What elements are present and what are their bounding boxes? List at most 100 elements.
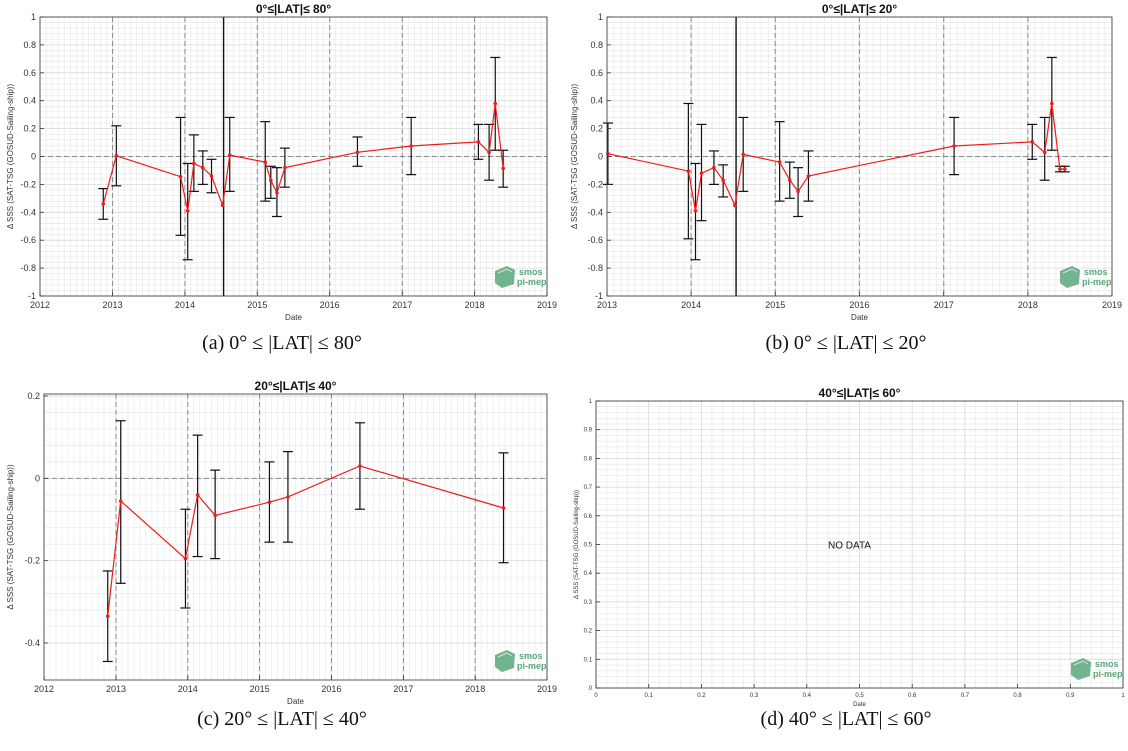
logo-icon-highlight	[1062, 268, 1078, 274]
x-tick-label: 2013	[106, 684, 126, 694]
chart-b: 2013 2014 2015 2016 2017 2018 2019 -1 -0.8 -0.6 -0…	[570, 2, 1122, 322]
x-tick-label: 2015	[765, 300, 785, 310]
minor-grid	[43, 394, 548, 680]
y-tick-label: 0.6	[23, 68, 36, 78]
y-tick-label: 0	[598, 152, 603, 162]
data-point	[209, 174, 214, 178]
x-tick-label: 2016	[320, 300, 340, 310]
y-tick-label: 0.2	[23, 124, 36, 134]
x-tick-label: 2019	[537, 300, 557, 310]
x-tick-label: 2018	[465, 300, 485, 310]
y-tick-label: 0	[31, 152, 36, 162]
y-tick-label: 0.4	[584, 571, 593, 577]
y-tick-label: 0	[35, 473, 40, 483]
data-point	[952, 144, 956, 148]
x-tick-label: 2015	[247, 300, 267, 310]
chart-d: 0 0.1 0.2 0.3 0.4 0.5 0.6 0.7 0.8 0.9 1 0 0.1 0.2 0.3 0…	[574, 386, 1126, 708]
data-point	[105, 614, 110, 619]
y-axis-label: Δ SSS (SAT-TSG (GOSUD-Sailing-ship))	[570, 84, 579, 230]
data-point	[275, 190, 279, 195]
chart-title: 40°≤|LAT|≤ 60°	[819, 386, 901, 400]
x-tick-label: 2019	[1102, 300, 1122, 310]
chart-panel-d: 0 0.1 0.2 0.3 0.4 0.5 0.6 0.7 0.8 0.9 1 0 0.1 0.2 0.3 0…	[564, 376, 1128, 751]
y-axis-label: Δ SSS (SAT-TSG (GOSUD-Sailing-ship))	[6, 464, 15, 610]
data-point	[476, 140, 481, 144]
y-tick-label: 0.4	[590, 96, 603, 106]
data-point	[267, 500, 272, 505]
chart-title: 20°≤|LAT|≤ 40°	[255, 379, 337, 393]
x-tick-label: 2014	[681, 300, 701, 310]
data-point	[712, 165, 716, 170]
data-point	[227, 153, 232, 157]
y-tick-label: -1	[28, 291, 36, 301]
tick-labels: 0 0.1 0.2 0.3 0.4 0.5 0.6 0.7 0.8 0.9 1 0 0.1 0.2 0.3 0…	[584, 399, 1126, 699]
x-tick-label: 2016	[849, 300, 869, 310]
y-tick-label: -0.2	[20, 179, 36, 189]
y-tick-label: 0.5	[584, 543, 593, 549]
y-axis-label: Δ SSS (SAT-TSG (GOSUD-Sailing-ship))	[6, 84, 15, 230]
data-point	[118, 499, 123, 503]
x-tick-label: 0.3	[750, 693, 759, 699]
data-point	[114, 154, 119, 158]
logo-text-line1: smos	[1095, 659, 1119, 669]
data-point	[283, 165, 287, 170]
x-tick-label: 2017	[392, 300, 412, 310]
x-tick-label: 1	[1121, 693, 1125, 699]
data-point	[733, 203, 737, 208]
y-tick-label: 0.6	[584, 514, 593, 520]
x-tick-label: 0.2	[697, 693, 706, 699]
chart-panel-a: 2012 2013 2014 2015 2016 2017 2018 2019 -1 -0.8 -0…	[0, 0, 564, 375]
logo-text-line1: smos	[519, 267, 543, 277]
y-tick-label: -0.4	[24, 638, 40, 648]
x-tick-label: 2014	[175, 300, 195, 310]
y-tick-label: 0.8	[590, 40, 603, 50]
y-tick-label: -0.6	[587, 235, 603, 245]
data-point	[1050, 101, 1054, 106]
smos-pimep-logo-icon	[495, 650, 515, 672]
y-tick-label: 0.4	[23, 96, 36, 106]
data-point	[263, 160, 268, 164]
chart-title: 0°≤|LAT|≤ 80°	[256, 2, 331, 16]
logo-icon-highlight	[497, 652, 513, 658]
data-point	[1030, 140, 1035, 144]
y-tick-label: 0.2	[590, 124, 603, 134]
x-tick-label: 2012	[30, 300, 50, 310]
x-tick-label: 2014	[178, 684, 198, 694]
tick-labels: 2013 2014 2015 2016 2017 2018 2019 -1 -0.8 -0.6 -0…	[587, 12, 1122, 310]
logo-text-line2: pi-mep	[1093, 669, 1123, 679]
logo-icon-highlight	[497, 268, 513, 274]
y-tick-label: -0.4	[20, 207, 36, 217]
tick-labels: 2012 2013 2014 2015 2016 2017 2018 2019 -0.4 -0.2…	[24, 391, 557, 694]
data-point	[409, 144, 413, 148]
chart-panel-c: 2012 2013 2014 2015 2016 2017 2018 2019 -0.4 -0.2…	[0, 376, 564, 751]
chart-a: 2012 2013 2014 2015 2016 2017 2018 2019 -1 -0.8 -0…	[6, 2, 557, 322]
y-tick-label: -0.2	[587, 179, 603, 189]
x-tick-label: 0.7	[961, 693, 970, 699]
data-point	[358, 464, 362, 468]
smos-pimep-logo-icon	[1071, 658, 1091, 680]
logo-text-line2: pi-mep	[517, 277, 547, 287]
data-point	[777, 160, 782, 164]
x-tick-label: 2013	[597, 300, 617, 310]
x-tick-label: 2012	[34, 684, 54, 694]
x-tick-label: 0.1	[645, 693, 654, 699]
data-point	[220, 203, 225, 208]
y-tick-label: 0.1	[584, 657, 593, 663]
y-tick-label: -0.8	[20, 263, 36, 273]
data-point	[268, 178, 273, 183]
x-tick-label: 0.9	[1066, 693, 1075, 699]
chart-c: 2012 2013 2014 2015 2016 2017 2018 2019 -0.4 -0.2…	[6, 379, 557, 706]
data-point	[195, 493, 200, 497]
caption-a: (a) 0° ≤ |LAT| ≤ 80°	[202, 332, 362, 354]
x-tick-label: 2018	[1018, 300, 1038, 310]
y-tick-label: -0.6	[20, 235, 36, 245]
y-tick-label: 0.6	[590, 68, 603, 78]
logo-icon-highlight	[1073, 660, 1089, 666]
y-tick-label: -0.2	[24, 556, 40, 566]
data-point	[1042, 150, 1047, 155]
x-tick-label: 2018	[465, 684, 485, 694]
x-tick-label: 2016	[321, 684, 341, 694]
